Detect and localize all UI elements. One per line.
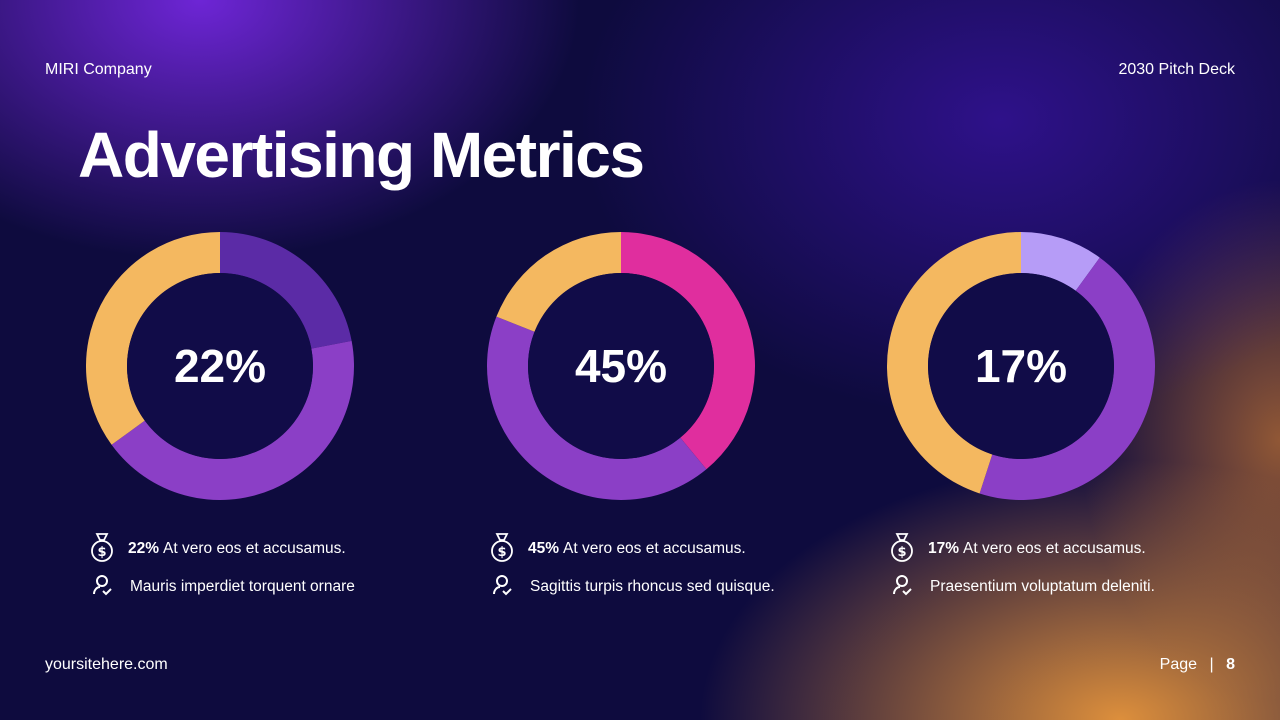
user-check-icon xyxy=(90,573,126,602)
legend-2: $45% At vero eos et accusamus. Sagittis t… xyxy=(488,530,775,606)
legend-note: Sagittis turpis rhoncus sed quisque. xyxy=(530,578,775,595)
legend-note: Praesentium voluptatum deleniti. xyxy=(930,578,1155,595)
legend-text: At vero eos et accusamus. xyxy=(563,540,746,557)
footer-site[interactable]: yoursitehere.com xyxy=(45,656,168,673)
donut-segment-2 xyxy=(487,316,707,500)
donut-center-label: 45% xyxy=(574,340,668,392)
legend-pct: 22% xyxy=(128,540,160,557)
donut-hole xyxy=(928,273,1114,459)
donut-segment-3 xyxy=(86,232,220,445)
donut-chart-1: 22% xyxy=(86,232,354,501)
user-check-icon xyxy=(890,573,926,602)
page-indicator: Page | 8 xyxy=(1160,656,1235,674)
money-bag-icon: $ xyxy=(488,531,528,568)
legend-1: $22% At vero eos et accusamus. Mauris imp… xyxy=(88,530,355,606)
user-check-icon xyxy=(490,573,526,602)
donut-chart-3: 17% xyxy=(887,232,1155,500)
donut-segment-3 xyxy=(887,232,1021,494)
donut-segment-3 xyxy=(496,232,621,332)
page-separator: | xyxy=(1209,656,1214,673)
svg-text:$: $ xyxy=(97,545,106,560)
legend-text: At vero eos et accusamus. xyxy=(163,540,346,557)
page-number: 8 xyxy=(1226,656,1235,673)
donut-segment-1 xyxy=(1021,232,1100,291)
slide-title: Advertising Metrics xyxy=(78,119,645,191)
donut-center-label: 17% xyxy=(974,340,1068,392)
donut-segment-2 xyxy=(979,257,1155,500)
legend-3: $17% At vero eos et accusamus. Praesentiu… xyxy=(888,530,1155,606)
donut-chart-2: 45% xyxy=(487,232,755,500)
donut-segment-1 xyxy=(220,232,352,349)
money-bag-icon: $ xyxy=(88,531,128,568)
donut-center-label: 22% xyxy=(173,340,267,392)
legend-pct: 17% xyxy=(928,540,960,557)
donut-segment-1 xyxy=(621,232,755,470)
money-bag-icon: $ xyxy=(888,531,928,568)
legend-pct: 45% xyxy=(528,540,560,557)
donut-hole xyxy=(528,273,714,459)
svg-text:$: $ xyxy=(497,545,506,560)
legend-note: Mauris imperdiet torquent ornare xyxy=(130,578,355,595)
deck-title: 2030 Pitch Deck xyxy=(1118,61,1235,78)
svg-text:$: $ xyxy=(897,545,906,560)
legend-text: At vero eos et accusamus. xyxy=(963,540,1146,557)
page-label: Page xyxy=(1159,656,1198,673)
donut-hole xyxy=(127,273,313,459)
donut-segment-2 xyxy=(111,340,354,501)
company-name: MIRI Company xyxy=(45,61,152,78)
